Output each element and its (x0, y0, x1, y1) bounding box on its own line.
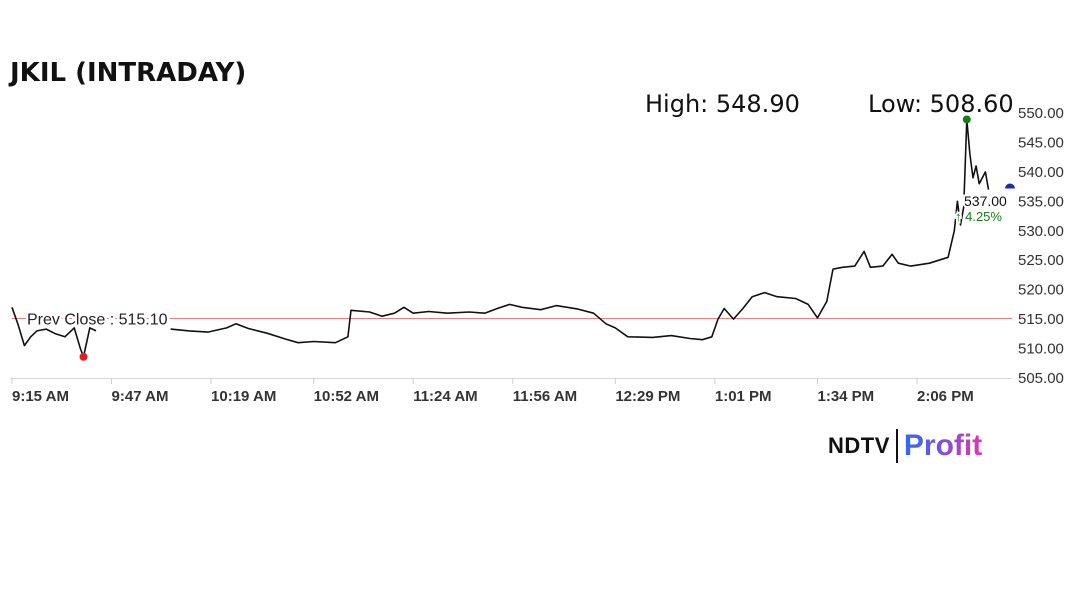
logo-divider (895, 429, 898, 463)
high-value: High: 548.90 (645, 90, 800, 118)
x-tick-label: 11:24 AM (413, 388, 477, 405)
high-marker (962, 115, 971, 124)
x-tick-label: 1:34 PM (817, 388, 874, 405)
low-value: Low: 508.60 (868, 90, 1014, 118)
y-tick-label: 540.00 (1018, 164, 1064, 181)
prev-close-label: Prev Close : 515.10 (27, 312, 168, 329)
current-value-label: 537.00 (964, 193, 1007, 209)
low-marker (79, 352, 88, 361)
x-tick-label: 12:29 PM (615, 388, 680, 405)
y-tick-label: 520.00 (1018, 282, 1064, 299)
y-tick-label: 510.00 (1018, 341, 1064, 358)
x-tick-label: 1:01 PM (715, 388, 772, 405)
y-tick-label: 530.00 (1018, 223, 1064, 240)
logo-profit-text: Profit (903, 429, 983, 462)
ndtv-profit-logo: NDTV Profit (828, 428, 982, 464)
logo-ndtv-text: NDTV (828, 433, 890, 458)
y-tick-label: 505.00 (1018, 370, 1064, 387)
intraday-line-chart: 550.00 545.00 540.00 535.00 530.00 525.00 520.… (10, 105, 1064, 405)
y-tick-label: 545.00 (1018, 134, 1064, 151)
change-percent-label: ↑ 4.25% (955, 209, 1002, 224)
x-tick-label: 9:15 AM (12, 388, 69, 405)
chart-title: JKIL (INTRADAY) (10, 58, 247, 88)
current-value-marker (1005, 183, 1015, 189)
x-tick-label: 9:47 AM (112, 388, 169, 405)
y-tick-label: 525.00 (1018, 252, 1064, 269)
x-tick-label: 2:06 PM (917, 388, 974, 405)
x-tick-label: 11:56 AM (513, 388, 577, 405)
y-tick-label: 515.00 (1018, 311, 1064, 328)
x-tick-label: 10:52 AM (314, 388, 379, 405)
y-tick-label: 550.00 (1018, 105, 1064, 122)
y-tick-label: 535.00 (1018, 193, 1064, 210)
x-tick-label: 10:19 AM (211, 388, 276, 405)
